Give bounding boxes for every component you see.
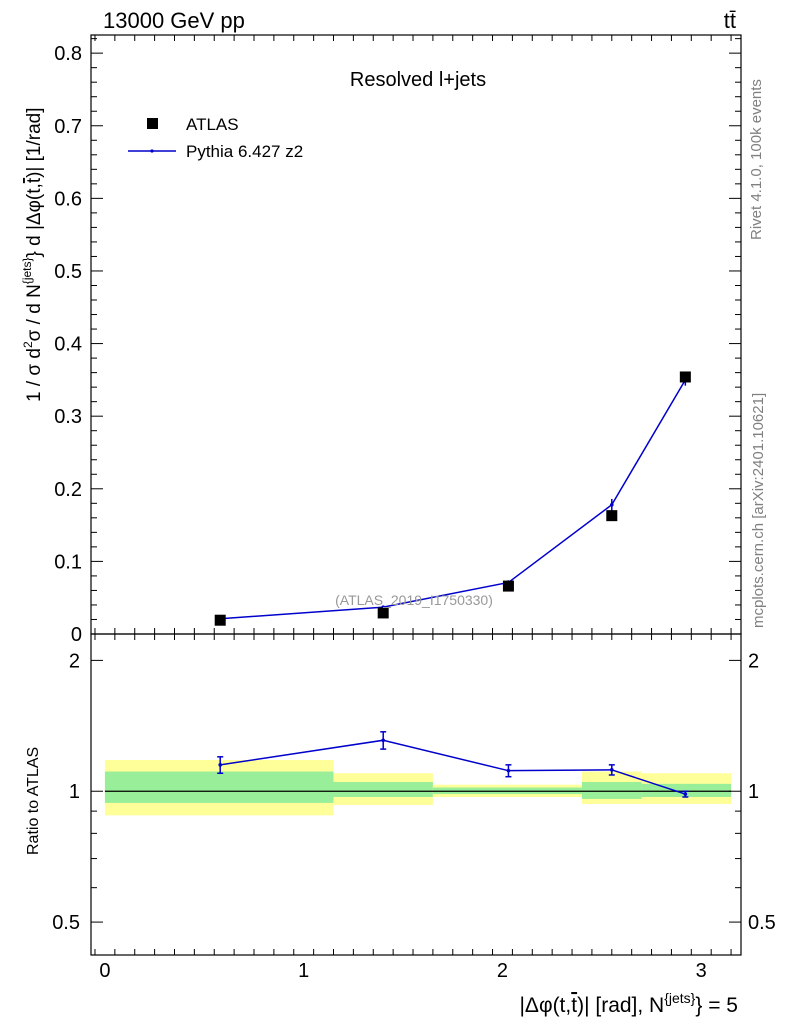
x-axis-label: |Δφ(t,t)| [rad], N{jets}} = 5: [519, 990, 738, 1017]
ratio-y-tick-label-right: 0.5: [748, 912, 776, 934]
main-y-tick-label: 0.3: [54, 406, 82, 428]
ratio-axis-ticks: [90, 633, 742, 956]
main-y-tick-label: 0.4: [54, 334, 82, 356]
legend-pythia-label: Pythia 6.427 z2: [186, 142, 303, 161]
ratio-pythia-point: [506, 768, 511, 773]
ratio-y-tick-label-left: 1: [69, 781, 80, 803]
process-label: tt̄: [724, 8, 736, 33]
ratio-uncertainty-bands: [104, 759, 732, 816]
pythia-series-line: [220, 379, 686, 620]
ratio-pythia-point: [609, 768, 614, 772]
atlas-point: [606, 510, 618, 522]
atlas-point: [377, 607, 389, 619]
ratio-y-axis-label: Ratio to ATLAS: [25, 747, 42, 855]
main-y-axis-label: 1 / σ d2σ / d N{jets}} d |Δφ(t,t)| [1/ra…: [20, 107, 45, 402]
main-y-tick-labels: 0 0.1 0.2 0.3 0.4 0.5 0.6 0.7 0.8: [54, 43, 82, 646]
main-data-layer: [214, 371, 691, 626]
x-tick-label: 2: [497, 960, 508, 982]
analysis-watermark: (ATLAS_2019_I1750330): [335, 592, 493, 608]
ratio-pythia-point: [683, 792, 688, 796]
main-plot-title: Resolved l+jets: [350, 69, 486, 91]
ratio-plot-frame: [90, 633, 742, 956]
x-tick-label: 0: [99, 960, 110, 982]
energy-label: 13000 GeV pp: [103, 8, 245, 33]
ratio-y-tick-label-left: 0.5: [52, 912, 80, 934]
ratio-y-tick-labels: 0.5 0.5 1 1 2 2: [52, 650, 776, 934]
main-y-tick-label: 0: [71, 624, 82, 646]
ratio-y-tick-label-right: 1: [748, 781, 759, 803]
legend-atlas-label: ATLAS: [186, 115, 239, 134]
x-tick-label: 3: [696, 960, 707, 982]
legend-pythia-marker: [150, 149, 154, 153]
pythia-point: [609, 502, 614, 507]
main-y-tick-label: 0.7: [54, 116, 82, 138]
ratio-y-tick-label-right: 2: [748, 650, 759, 672]
legend-atlas-marker: [147, 118, 158, 129]
legend: ATLAS Pythia 6.427 z2: [128, 115, 303, 161]
rivet-label: Rivet 4.1.0, 100k events: [748, 79, 765, 240]
ratio-data-layer: [217, 731, 689, 798]
main-axis-ticks: [91, 35, 741, 635]
atlas-point: [502, 580, 514, 592]
main-y-tick-label: 0.5: [54, 261, 82, 283]
ratio-y-tick-label-left: 2: [69, 650, 80, 672]
main-y-tick-label: 0.1: [54, 551, 82, 573]
atlas-point: [214, 614, 226, 626]
ratio-pythia-point: [381, 738, 386, 743]
mcplots-label: mcplots.cern.ch [arXiv:2401.10621]: [750, 393, 767, 628]
x-tick-label: 1: [298, 960, 309, 982]
main-y-tick-label: 0.2: [54, 479, 82, 501]
ratio-inner-band: [104, 771, 334, 803]
ratio-inner-band: [581, 782, 642, 799]
ratio-pythia-point: [218, 763, 223, 767]
x-tick-labels: 0 1 2 3: [99, 960, 706, 982]
atlas-point: [679, 371, 691, 383]
main-y-tick-label: 0.6: [54, 188, 82, 210]
ratio-inner-band: [333, 782, 433, 797]
main-y-tick-label: 0.8: [54, 43, 82, 65]
